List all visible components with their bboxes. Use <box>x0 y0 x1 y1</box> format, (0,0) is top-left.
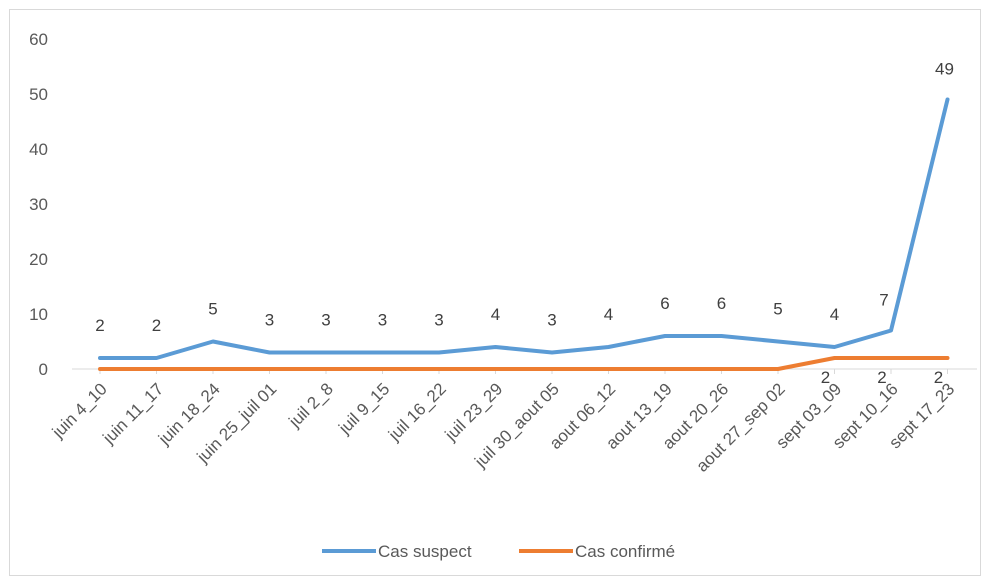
data-label-cas-suspect: 5 <box>773 300 782 319</box>
legend-label-cas-confirme: Cas confirmé <box>575 542 675 561</box>
y-tick-label: 40 <box>29 140 48 159</box>
legend-label-cas-suspect: Cas suspect <box>378 542 472 561</box>
chart-area <box>9 9 981 576</box>
x-tick-label: juil 2_8 <box>285 379 337 431</box>
data-label-cas-suspect: 6 <box>660 294 669 313</box>
y-tick-label: 30 <box>29 195 48 214</box>
x-tick-label: juil 16_22 <box>384 379 450 445</box>
y-tick-label: 10 <box>29 305 48 324</box>
series-line-cas-confirme <box>98 356 950 371</box>
data-label-cas-suspect: 2 <box>95 316 104 335</box>
data-label-cas-suspect: 4 <box>604 305 613 324</box>
data-label-cas-suspect: 4 <box>491 305 500 324</box>
data-label-cas-confirme: 2 <box>821 368 830 387</box>
data-labels: 2 2 5 3 3 3 3 4 3 4 6 6 5 4 7 49 2 2 2 <box>95 60 954 388</box>
y-tick-label: 60 <box>29 30 48 49</box>
y-axis-ticks: 0 10 20 30 40 50 60 <box>29 30 48 379</box>
data-label-cas-suspect: 5 <box>208 300 217 319</box>
series-line-cas-suspect <box>98 97 950 360</box>
y-tick-label: 0 <box>39 360 48 379</box>
data-label-cas-suspect: 6 <box>717 294 726 313</box>
y-tick-label: 50 <box>29 85 48 104</box>
data-label-cas-suspect: 3 <box>434 311 443 330</box>
data-label-cas-confirme: 2 <box>877 368 886 387</box>
data-label-cas-suspect: 3 <box>378 311 387 330</box>
data-label-cas-suspect: 4 <box>830 305 839 324</box>
y-tick-label: 20 <box>29 250 48 269</box>
x-tick-label: juil 9_15 <box>334 379 393 438</box>
data-label-cas-suspect: 3 <box>321 311 330 330</box>
data-label-cas-suspect: 49 <box>935 60 954 79</box>
data-label-cas-confirme: 2 <box>934 368 943 387</box>
data-label-cas-suspect: 3 <box>265 311 274 330</box>
data-label-cas-suspect: 3 <box>547 311 556 330</box>
data-label-cas-suspect: 2 <box>152 316 161 335</box>
series-lines <box>98 97 950 371</box>
legend: Cas suspect Cas confirmé <box>322 542 675 561</box>
data-label-cas-suspect: 7 <box>879 291 888 310</box>
